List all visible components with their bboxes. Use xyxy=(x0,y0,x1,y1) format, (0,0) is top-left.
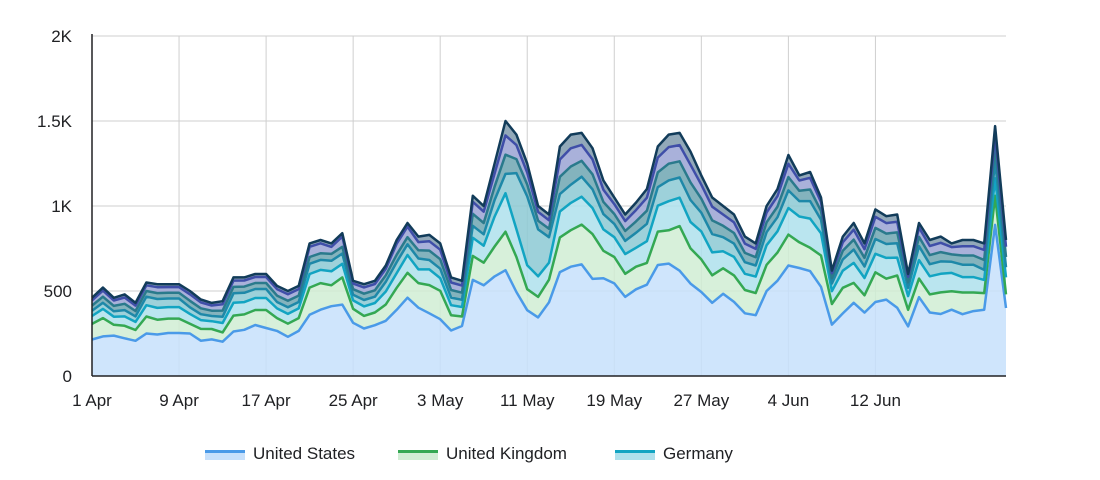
legend-item-united-states[interactable]: United States xyxy=(205,437,355,471)
area-series-5 xyxy=(92,146,1006,317)
line-series-6 xyxy=(91,133,1008,307)
legend-item-united-kingdom[interactable]: United Kingdom xyxy=(398,437,567,471)
legend-swatch-germany xyxy=(615,448,655,460)
y-tick-label: 1.5K xyxy=(37,112,73,131)
line-united-kingdom xyxy=(91,194,1008,334)
stacked-area-chart: 0 500 1K 1.5K 2K 1 Apr 9 Apr 17 Apr 25 Apr 3 May 1… xyxy=(37,27,1008,410)
legend-label-germany: Germany xyxy=(663,444,733,463)
x-tick-label: 27 May xyxy=(673,391,729,410)
legend-label-united-states: United States xyxy=(253,444,356,463)
chart-legend: United States United Kingdom Germany xyxy=(0,437,1100,471)
area-germany xyxy=(92,178,1006,333)
legend-swatch-united-states xyxy=(205,448,245,460)
line-germany xyxy=(91,177,1008,325)
line-series-5 xyxy=(91,145,1008,313)
x-tick-label: 25 Apr xyxy=(329,391,378,410)
x-tick-label: 19 May xyxy=(586,391,642,410)
legend-swatch-united-kingdom xyxy=(398,448,438,460)
legend-item-germany[interactable]: Germany xyxy=(615,437,733,471)
legend-label-united-kingdom: United Kingdom xyxy=(446,444,567,463)
swatch-fill xyxy=(615,452,655,460)
chart-tick-labels: 0 500 1K 1.5K 2K 1 Apr 9 Apr 17 Apr 25 Apr 3 May 1… xyxy=(37,27,901,410)
area-united-kingdom xyxy=(92,195,1006,342)
chart-lines xyxy=(91,119,1008,343)
y-tick-label: 500 xyxy=(44,282,72,301)
line-series-7 xyxy=(91,119,1008,305)
swatch-fill xyxy=(205,452,245,460)
x-tick-label: 17 Apr xyxy=(242,391,291,410)
y-tick-label: 0 xyxy=(63,367,72,386)
x-tick-label: 3 May xyxy=(417,391,464,410)
line-united-states xyxy=(91,223,1008,343)
x-tick-label: 12 Jun xyxy=(850,391,901,410)
y-tick-label: 2K xyxy=(51,27,72,46)
line-series-4 xyxy=(91,159,1008,319)
swatch-line xyxy=(615,450,655,453)
x-tick-label: 11 May xyxy=(500,391,555,410)
chart-axes xyxy=(91,34,1006,377)
swatch-line xyxy=(205,450,245,453)
area-united-states xyxy=(92,224,1006,376)
x-tick-label: 9 Apr xyxy=(159,391,199,410)
swatch-line xyxy=(398,450,438,453)
swatch-fill xyxy=(398,452,438,460)
x-tick-label: 4 Jun xyxy=(768,391,810,410)
y-tick-label: 1K xyxy=(51,197,72,216)
x-tick-label: 1 Apr xyxy=(72,391,112,410)
area-series-4 xyxy=(92,161,1006,323)
